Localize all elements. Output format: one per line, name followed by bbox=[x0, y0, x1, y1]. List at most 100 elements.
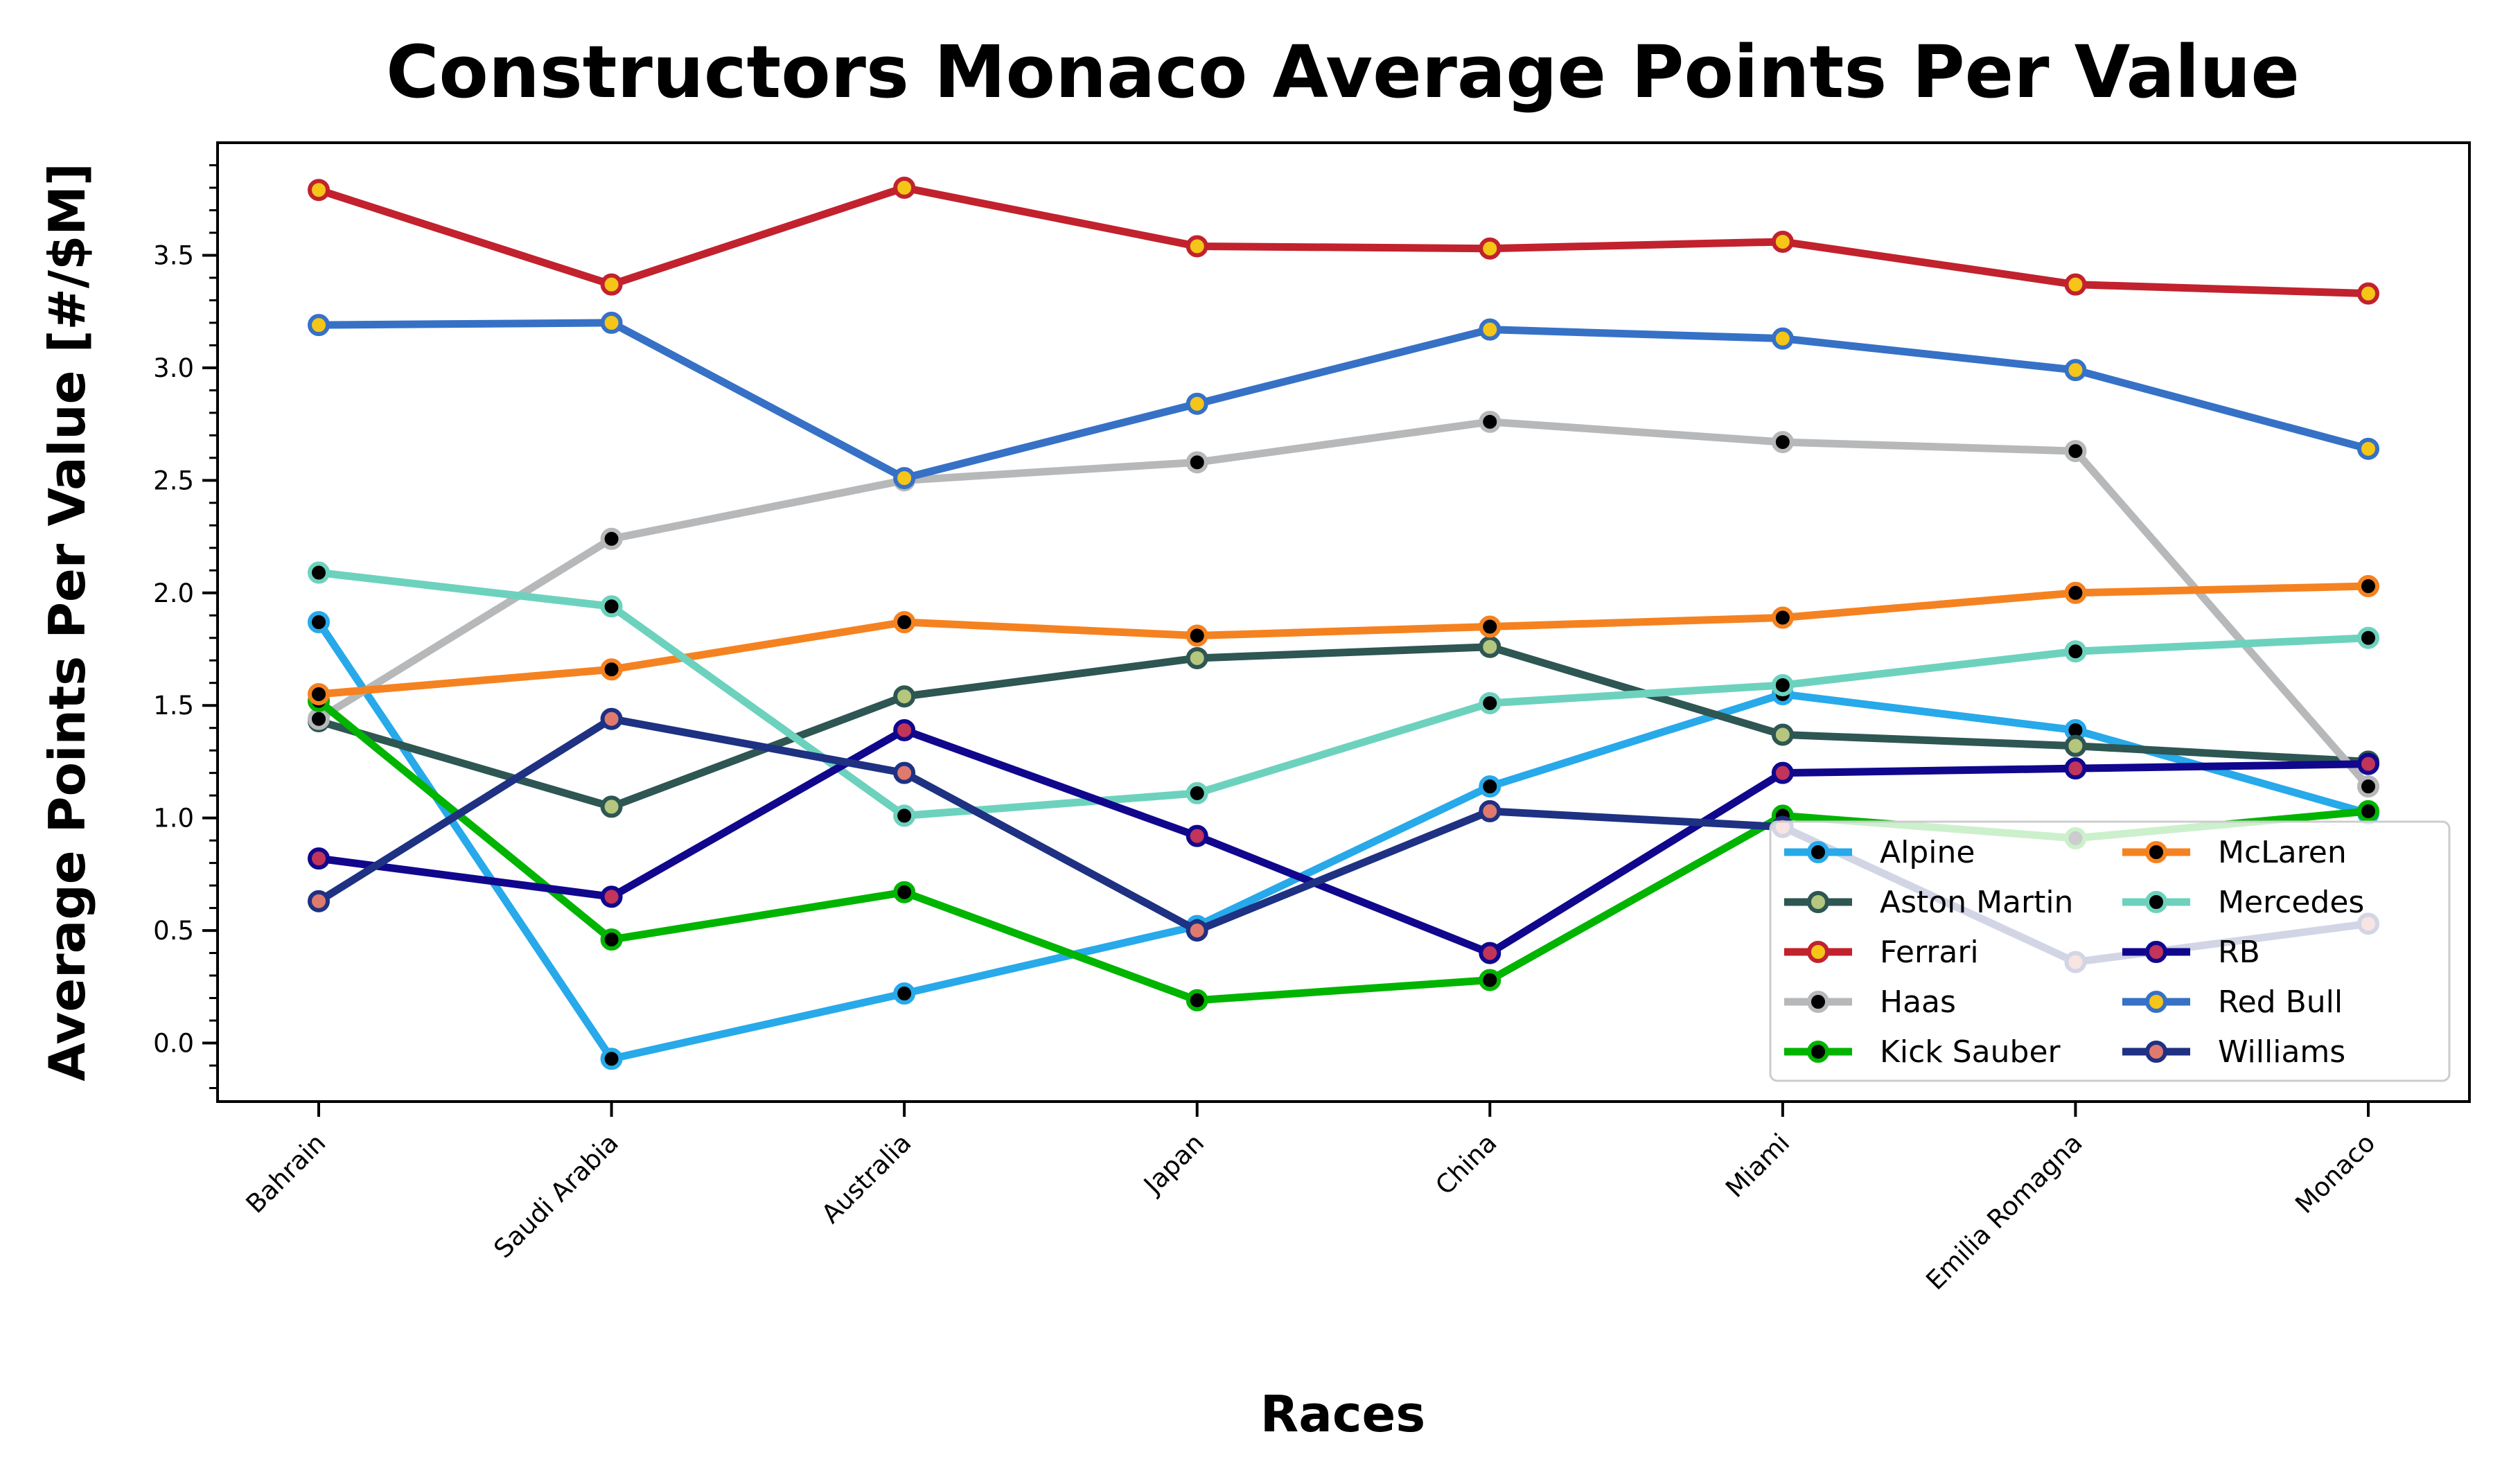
data-point bbox=[1186, 451, 1208, 474]
data-point bbox=[1771, 761, 1794, 784]
legend-label: Aston Martin bbox=[1880, 885, 2073, 920]
data-point bbox=[2357, 752, 2379, 775]
data-point bbox=[1771, 431, 1794, 454]
data-point bbox=[600, 928, 623, 951]
legend-entry: RB bbox=[2122, 935, 2260, 970]
y-tick-label: 2.5 bbox=[153, 466, 194, 495]
legend-label: Ferrari bbox=[1880, 935, 1979, 970]
data-point bbox=[1186, 646, 1208, 669]
legend-swatch-marker bbox=[1807, 1041, 1829, 1063]
series-line bbox=[315, 319, 2372, 482]
data-point bbox=[1186, 624, 1208, 647]
data-point bbox=[1479, 942, 1501, 964]
data-point bbox=[600, 1048, 623, 1070]
data-point bbox=[1479, 969, 1501, 991]
data-point bbox=[1186, 392, 1208, 415]
legend-entry: Alpine bbox=[1784, 835, 1975, 870]
data-point bbox=[308, 611, 330, 633]
y-axis-label: Average Points Per Value [#/$M] bbox=[38, 163, 96, 1081]
data-point bbox=[600, 707, 623, 730]
data-point bbox=[600, 311, 623, 334]
data-point bbox=[1771, 230, 1794, 253]
data-point bbox=[2064, 640, 2087, 663]
data-point bbox=[1479, 615, 1501, 638]
legend-swatch-marker bbox=[2145, 991, 2167, 1013]
data-point bbox=[2064, 757, 2087, 780]
y-tick-label: 1.0 bbox=[153, 804, 194, 833]
data-point bbox=[600, 273, 623, 296]
data-point bbox=[308, 707, 330, 730]
data-point bbox=[2064, 581, 2087, 604]
series-rb bbox=[308, 718, 2379, 964]
x-axis-label: Races bbox=[1260, 1385, 1425, 1443]
legend-swatch-marker bbox=[1807, 841, 1829, 863]
data-point bbox=[1479, 318, 1501, 341]
data-point bbox=[1186, 781, 1208, 804]
data-point bbox=[1479, 237, 1501, 260]
data-point bbox=[308, 179, 330, 202]
legend-entry: Mercedes bbox=[2122, 885, 2364, 920]
data-point bbox=[2357, 575, 2379, 598]
data-point bbox=[1771, 723, 1794, 746]
data-point bbox=[893, 881, 916, 903]
legend: Alpine Aston Martin Ferrari Haas Kick Sauber… bbox=[1769, 820, 2451, 1082]
data-point bbox=[1479, 410, 1501, 433]
y-tick-label: 3.5 bbox=[153, 240, 194, 270]
data-point bbox=[2064, 273, 2087, 296]
data-point bbox=[600, 595, 623, 618]
data-point bbox=[893, 685, 916, 708]
legend-label: Red Bull bbox=[2218, 984, 2343, 1020]
data-point bbox=[600, 795, 623, 818]
legend-label: RB bbox=[2218, 935, 2260, 970]
legend-swatch-marker bbox=[2145, 941, 2167, 963]
data-point bbox=[2357, 775, 2379, 798]
series-line bbox=[315, 618, 2372, 1063]
data-point bbox=[2064, 440, 2087, 463]
legend-swatch-marker bbox=[2145, 1041, 2167, 1063]
data-point bbox=[308, 847, 330, 870]
y-tick-label: 2.0 bbox=[153, 578, 194, 608]
legend-swatch-marker bbox=[1807, 891, 1829, 913]
legend-label: Williams bbox=[2218, 1034, 2345, 1070]
series-line bbox=[315, 643, 2372, 811]
legend-swatch-marker bbox=[2145, 891, 2167, 913]
data-point bbox=[1479, 800, 1501, 822]
y-tick-label: 3.0 bbox=[153, 353, 194, 383]
data-point bbox=[2357, 626, 2379, 649]
data-point bbox=[308, 890, 330, 912]
legend-swatch-marker bbox=[1807, 941, 1829, 963]
data-point bbox=[2357, 437, 2379, 460]
data-point bbox=[893, 176, 916, 199]
series-line bbox=[315, 418, 2372, 790]
data-point bbox=[893, 982, 916, 1005]
legend-label: Kick Sauber bbox=[1880, 1034, 2061, 1070]
legend-entry: Ferrari bbox=[1784, 935, 1979, 970]
series-line bbox=[315, 582, 2372, 698]
legend-swatch-marker bbox=[2145, 841, 2167, 863]
legend-entry: Red Bull bbox=[2122, 984, 2343, 1020]
data-point bbox=[2064, 734, 2087, 757]
plot-frame bbox=[216, 141, 2471, 1103]
series-red-bull bbox=[308, 311, 2379, 490]
series-ferrari bbox=[308, 176, 2379, 305]
data-point bbox=[308, 561, 330, 584]
data-point bbox=[600, 885, 623, 908]
data-point bbox=[1771, 606, 1794, 629]
legend-swatch-marker bbox=[1807, 991, 1829, 1013]
legend-entry: Aston Martin bbox=[1784, 885, 2073, 920]
data-point bbox=[1771, 327, 1794, 350]
series-mclaren bbox=[308, 575, 2379, 705]
y-tick-label: 1.5 bbox=[153, 691, 194, 721]
data-point bbox=[1186, 919, 1208, 942]
data-point bbox=[2357, 800, 2379, 822]
legend-entry: Haas bbox=[1784, 984, 1956, 1020]
data-point bbox=[600, 527, 623, 550]
legend-box bbox=[1769, 820, 2451, 1082]
legend-entry: Kick Sauber bbox=[1784, 1034, 2061, 1070]
data-point bbox=[1479, 635, 1501, 658]
data-point bbox=[308, 314, 330, 337]
legend-label: Alpine bbox=[1880, 835, 1975, 870]
legend-entry: Williams bbox=[2122, 1034, 2345, 1070]
legend-label: McLaren bbox=[2218, 835, 2347, 870]
data-point bbox=[1479, 775, 1501, 798]
